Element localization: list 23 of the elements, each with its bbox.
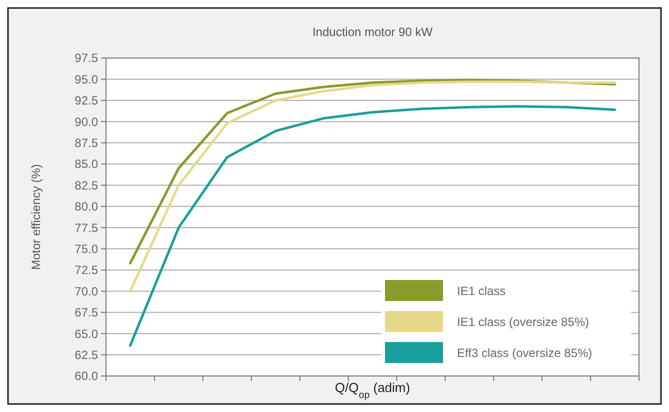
y-tick-label: 87.5 [74,136,98,150]
y-tick-label: 60.0 [74,369,98,384]
y-tick-label: 97.5 [74,51,98,66]
y-tick-label: 70.0 [74,284,98,298]
y-tick-label: 80.0 [74,200,98,214]
y-tick-label: 82.5 [74,178,98,192]
x-axis-title: Q/Q$_{op}$ (adim) [334,380,410,400]
y-tick-label: 90.0 [74,114,98,129]
y-tick-label: 75.0 [74,242,98,256]
y-tick-label: 85.0 [74,157,98,172]
y-tick-label: 77.5 [74,220,98,235]
y-tick-label: 95.0 [74,72,98,86]
y-axis-title: Motor efficiency (%) [29,164,43,270]
legend-label: IE1 class [457,284,506,298]
legend-label: IE1 class (oversize 85%) [457,315,590,330]
chart-title: Induction motor 90 kW [312,25,434,39]
y-tick-label: 65.0 [74,326,98,341]
y-tick-label: 92.5 [74,94,98,108]
y-tick-label: 67.5 [74,306,98,320]
legend-label: Eff3 class (oversize 85%) [457,346,592,360]
y-tick-label: 62.5 [74,348,98,362]
line-series [128,105,616,347]
y-tick-label: 72.5 [74,263,98,278]
